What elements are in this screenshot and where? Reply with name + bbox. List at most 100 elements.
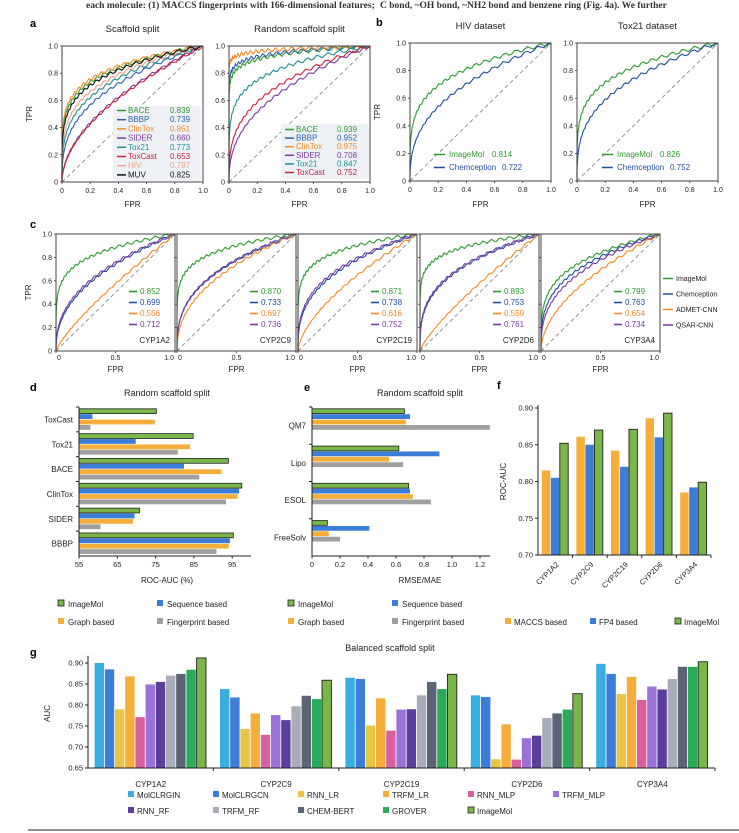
legend-label: TRFM_LR (392, 791, 429, 800)
roc-curve-admet-cnn (176, 233, 296, 351)
x-tick-label: 0.5 (596, 355, 606, 362)
x-tick-label: 75 (151, 560, 159, 569)
bar-fingerprint-based (79, 524, 101, 530)
bar-graph-based (312, 456, 389, 462)
x-tick-label: 95 (228, 560, 236, 569)
legend-auc: 0.697 (261, 309, 282, 318)
legend-auc: 0.893 (504, 287, 525, 296)
bar-imagemol (311, 482, 409, 489)
category-label: SIDER (49, 515, 74, 524)
roc-curve-chemception (409, 42, 552, 181)
legend-label: ImageMol (477, 807, 512, 816)
x-tick-label: 65 (113, 560, 121, 569)
roc-curve-imagemol (419, 233, 540, 351)
roc-curve-qsar-cnn (419, 233, 540, 351)
category-label: QM7 (289, 422, 307, 431)
bar-fp4 based (620, 466, 629, 555)
x-tick-label: 0.6 (142, 188, 152, 195)
chart-title: Random scaffold split (124, 388, 210, 398)
bar-sequence-based (312, 488, 410, 494)
y-tick-label: 1.0 (48, 44, 58, 51)
bar-sequence-based (79, 488, 240, 494)
legend-swatch (213, 807, 219, 813)
x-tick-label: 1.0 (365, 188, 375, 195)
x-tick-label: 85 (190, 560, 198, 569)
legend-label: Fingerprint based (402, 618, 464, 627)
roc-curve-chemception (297, 233, 418, 351)
x-tick-label: 1.0 (198, 188, 208, 195)
roc-curve-qsar-cnn (176, 233, 297, 351)
legend-auc: 0.939 (337, 125, 358, 134)
legend-label: ImageMol (298, 600, 333, 609)
bar-molclrgin (470, 695, 481, 768)
roc-curve-imagemol (55, 233, 176, 351)
y-tick-label: 0.4 (396, 123, 406, 130)
legend-auc: 0.616 (382, 309, 403, 318)
x-tick-label: 0.8 (170, 188, 180, 195)
y-tick-label: 0.2 (396, 151, 406, 158)
legend-label: ImageMol (676, 276, 707, 283)
panel-label: d (30, 382, 37, 394)
legend-auc: 0.752 (337, 168, 358, 177)
category-label: CYP2D6 (638, 560, 665, 587)
x-axis-label: FPR (350, 365, 366, 374)
legend-label: MACCS based (514, 618, 567, 627)
legend-auc: 0.825 (170, 170, 191, 179)
legend-auc: 0.722 (502, 163, 523, 172)
panel-label: a (30, 18, 37, 30)
bar-grover (562, 709, 572, 768)
bar-molclrgcn (230, 697, 240, 768)
legend-label: ToxCast (296, 168, 326, 177)
subplot-label: CYP1A2 (139, 336, 170, 345)
y-tick-label: 0.8 (48, 71, 58, 78)
legend-auc: 0.839 (170, 106, 191, 115)
bar-maccs based (680, 492, 689, 555)
roc-curve-clintox (61, 45, 203, 182)
y-tick-label: 0.4 (563, 123, 573, 130)
legend-auc: 0.733 (261, 298, 282, 307)
bar-grover (688, 666, 698, 768)
bar-graph-based (312, 419, 406, 425)
y-tick-label: 0.6 (42, 278, 52, 285)
y-tick-label: 0.6 (563, 96, 573, 103)
legend-label: Sequence based (167, 600, 227, 609)
bar-molclrgin (220, 689, 230, 768)
bar-imagemol (78, 482, 243, 489)
bar-rnn_lr (491, 759, 501, 768)
roc-curve-toxcast (228, 46, 371, 182)
legend-swatch (128, 791, 134, 797)
legend-label: ClinTox (128, 124, 154, 133)
legend-box (113, 106, 201, 181)
y-tick-label: 0.70 (68, 743, 83, 752)
category-label: CYP1A2 (135, 780, 166, 789)
x-tick-label: 0.6 (490, 187, 500, 194)
x-tick-label: 0.6 (309, 188, 319, 195)
bar-trfm_lr (125, 676, 135, 768)
bar-fp4 based (585, 444, 594, 555)
roc-curve-admet-cnn (55, 233, 176, 352)
y-axis-label: TPR (25, 106, 34, 122)
category-label: CYP2D6 (511, 780, 543, 789)
bar-rnn_lr (365, 725, 376, 768)
legend-label: ADMET-CNN (676, 307, 718, 314)
bar-graph-based (79, 444, 191, 450)
x-tick-label: 1.2 (475, 560, 485, 569)
x-tick-label: 0 (310, 560, 314, 569)
legend-swatch (128, 807, 134, 813)
bar-trfm_lr (626, 676, 637, 768)
category-label: BACE (51, 465, 73, 474)
bar-imagemol (593, 429, 604, 556)
legend-label: Tox21 (296, 159, 318, 168)
subplot-label: CYP2D6 (503, 336, 535, 345)
x-tick-label: 0.2 (252, 188, 262, 195)
bar-sequence-based (79, 463, 184, 469)
bar-chem-bert (176, 673, 186, 768)
bar-rnn_rf (406, 709, 416, 768)
legend-auc: 0.738 (382, 298, 403, 307)
legend-label: HIV (128, 161, 142, 170)
legend-auc: 0.975 (337, 142, 358, 151)
category-label: CYP2C19 (384, 780, 420, 789)
subplot-label: CYP3A4 (624, 336, 655, 345)
subplot-label: CYP2C19 (376, 336, 412, 345)
legend-label: GROVER (392, 807, 427, 816)
